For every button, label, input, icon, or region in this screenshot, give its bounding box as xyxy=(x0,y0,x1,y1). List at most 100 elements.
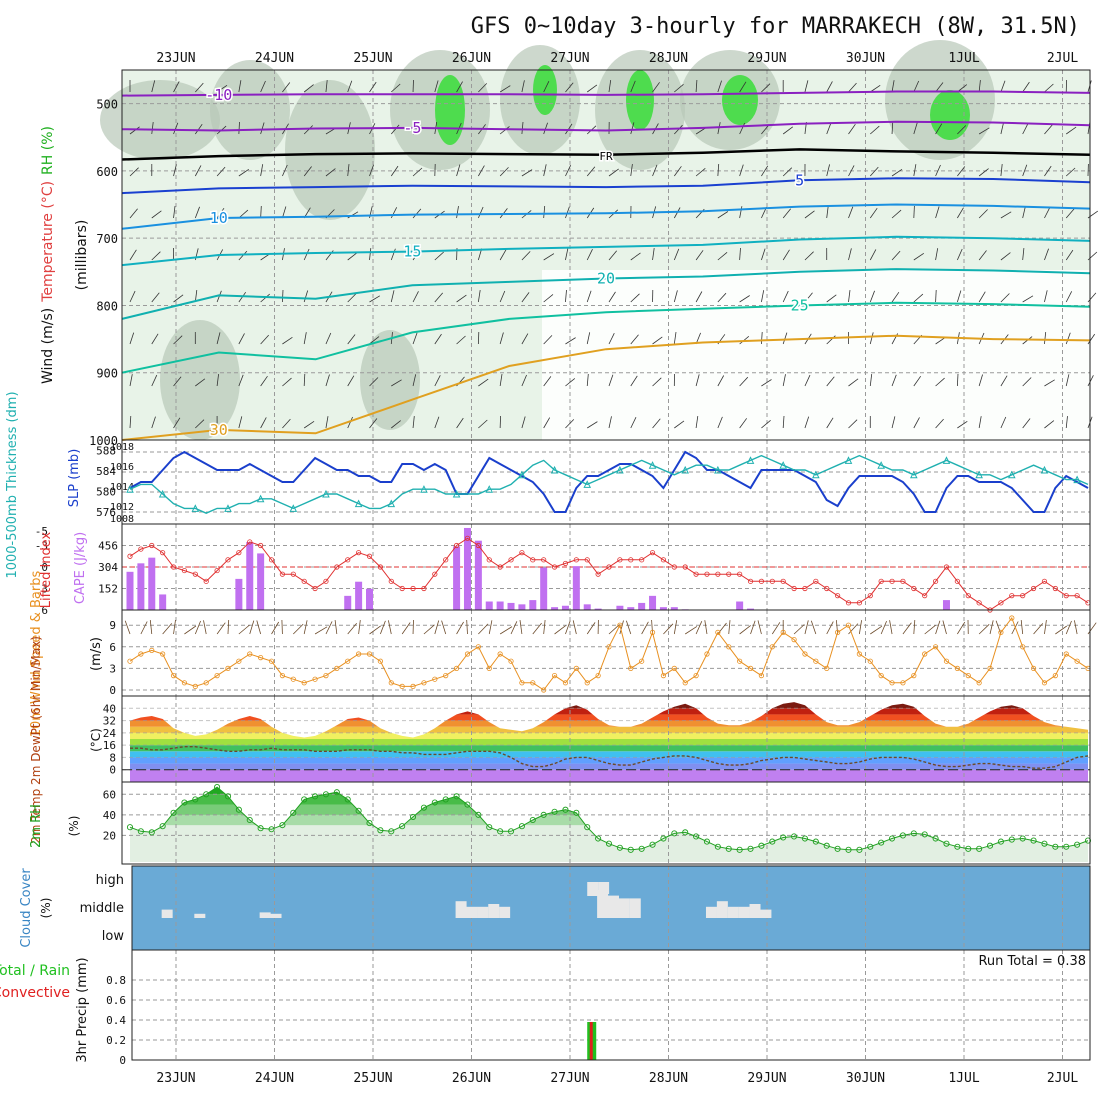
wind-barb xyxy=(499,290,506,303)
wind-barb xyxy=(630,80,636,93)
rh-tick: 20 xyxy=(103,829,116,842)
thickness-marker xyxy=(746,456,755,464)
rh-marker xyxy=(801,835,809,842)
wind-barb xyxy=(282,377,292,387)
li-marker xyxy=(138,546,144,552)
wind-barb xyxy=(739,418,748,429)
wind-barb xyxy=(717,622,727,635)
rh-marker xyxy=(529,816,536,824)
rh-marker xyxy=(769,838,776,845)
wind-barb xyxy=(942,620,947,635)
wind-barb xyxy=(260,293,270,303)
thickness-marker xyxy=(975,470,983,479)
li-marker xyxy=(192,571,198,577)
li-marker xyxy=(911,585,917,592)
rh-marker xyxy=(660,835,667,842)
li-marker xyxy=(1052,585,1058,592)
temp-band xyxy=(130,726,1088,733)
rh-marker xyxy=(791,833,798,840)
wind-barb xyxy=(543,376,552,387)
x-tick-label-bottom: 26JUN xyxy=(452,1071,491,1086)
rh-marker xyxy=(899,832,906,839)
wind-marker xyxy=(497,651,503,657)
wind-barb xyxy=(810,620,817,635)
li-marker xyxy=(824,585,830,592)
wind-marker xyxy=(475,644,481,650)
wind-barb xyxy=(695,250,704,261)
precip-panel: 0 0.2 0.4 0.6 0.8 Run Total = 0.38 3hr Precip … xyxy=(0,949,1091,1086)
rh-marker xyxy=(671,830,678,837)
temperature-contour xyxy=(121,268,1091,320)
li-tick: 0 xyxy=(41,561,48,574)
wind-barb xyxy=(1000,293,1010,303)
wind-barb xyxy=(194,165,202,177)
li-marker xyxy=(965,593,971,599)
li-marker xyxy=(649,550,656,556)
wind-barb xyxy=(1044,248,1049,261)
li-marker xyxy=(464,535,471,541)
wind-barb xyxy=(543,620,546,635)
cape-bar xyxy=(583,604,591,610)
wind-barb xyxy=(782,290,789,303)
wind-barb xyxy=(630,122,635,135)
wind-barb xyxy=(761,379,772,387)
wind-marker xyxy=(791,636,797,643)
wind-barb xyxy=(663,623,674,635)
li-marker xyxy=(290,571,296,577)
wind-barb xyxy=(695,291,703,303)
cloud-yunit: (%) xyxy=(39,898,53,919)
wind-barb xyxy=(913,619,916,635)
wind-tick: 0 xyxy=(109,684,116,697)
wind-marker xyxy=(922,651,928,657)
wind-marker xyxy=(508,658,514,664)
thickness-marker xyxy=(354,499,363,508)
wind-barb xyxy=(249,620,255,635)
wind-marker xyxy=(758,672,765,679)
wind-barb xyxy=(728,620,731,635)
rh-marker xyxy=(976,845,983,852)
wind-marker xyxy=(421,680,427,686)
rh-marker xyxy=(758,842,765,849)
li-marker xyxy=(628,557,634,563)
wind-barb xyxy=(478,83,487,93)
temp-band xyxy=(130,739,1088,746)
wind-barb xyxy=(151,333,159,345)
cloud-middle-bar xyxy=(749,904,761,918)
li-marker xyxy=(443,557,449,563)
wind-marker xyxy=(312,676,318,682)
wind-barb xyxy=(717,80,722,93)
wind-barb xyxy=(369,295,381,303)
wind-barb xyxy=(391,379,402,387)
thickness-marker xyxy=(191,504,200,512)
rh-marker xyxy=(399,823,406,830)
wind-barb xyxy=(652,336,663,345)
rh-dry-area xyxy=(542,270,1090,440)
wind-barb xyxy=(891,416,896,429)
wind-marker xyxy=(268,658,275,664)
wind-barb xyxy=(543,253,555,261)
li-marker xyxy=(845,600,852,606)
cape-tick: 456 xyxy=(98,540,118,553)
wind-barb xyxy=(260,122,265,135)
y-tick-label: 800 xyxy=(96,299,118,313)
wind-barb xyxy=(303,166,312,177)
wind-marker xyxy=(225,665,231,672)
rh-marker xyxy=(148,829,155,836)
rh-marker xyxy=(224,793,232,800)
wind-barb xyxy=(739,122,746,135)
cape-bar xyxy=(518,604,526,610)
wind-yunit: (m/s) xyxy=(89,637,104,671)
wind-barb xyxy=(194,620,201,635)
cape-bar xyxy=(355,581,363,610)
temp-ylabel: 2m Temp 2m DewPt (6hr Min/Max) xyxy=(29,636,43,844)
wind-barb xyxy=(858,620,862,635)
rh-yunit: (%) xyxy=(67,816,81,837)
x-tick-label-bottom: 28JUN xyxy=(649,1071,688,1086)
cloud-middle-bar xyxy=(161,909,173,918)
wind-barb xyxy=(129,374,133,387)
rh-marker xyxy=(1019,835,1026,842)
li-marker xyxy=(1074,593,1080,599)
wind-marker xyxy=(443,672,449,679)
li-marker xyxy=(900,578,906,584)
thickness-marker xyxy=(550,465,559,474)
